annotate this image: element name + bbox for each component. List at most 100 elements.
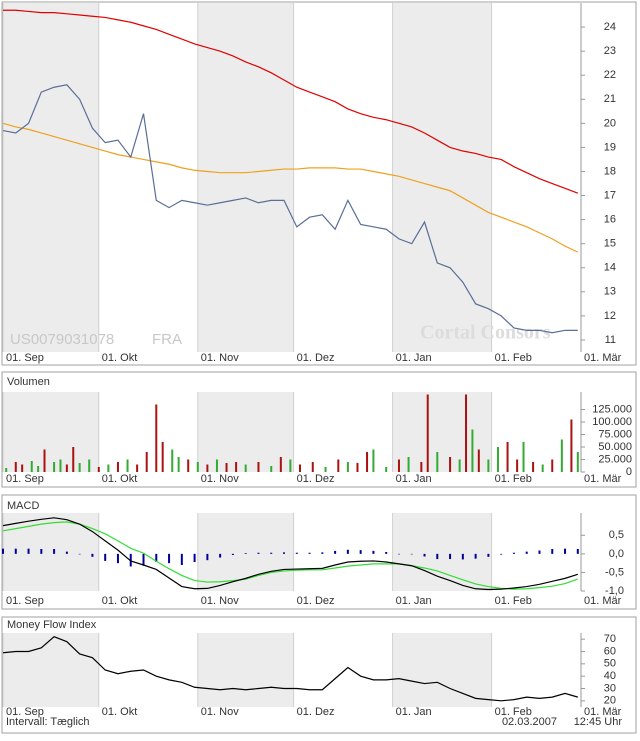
x-tick-label: 01. Dez (297, 595, 335, 607)
y-tick-label: 22 (604, 69, 616, 81)
x-tick-label: 01. Mär (584, 352, 622, 364)
bar (88, 459, 91, 472)
bar (311, 462, 314, 472)
bar (512, 552, 515, 554)
bar (78, 463, 81, 472)
panel-frame (1, 494, 637, 610)
panel-title: MACD (7, 500, 39, 512)
bar (496, 447, 499, 472)
bar (215, 459, 218, 472)
bar (420, 462, 423, 472)
bar (53, 462, 56, 472)
bar (193, 553, 196, 563)
bar (289, 459, 292, 472)
bar (337, 459, 340, 472)
y-tick-label: 100.000 (592, 416, 632, 428)
y-tick-label: 25.000 (598, 453, 632, 465)
bar (180, 553, 183, 565)
bar (516, 459, 519, 472)
bar (423, 553, 426, 557)
bar (65, 551, 68, 554)
bar (14, 548, 17, 554)
bar (225, 463, 228, 472)
bar (136, 464, 139, 472)
bar (21, 464, 24, 472)
bar (407, 457, 410, 472)
bar (59, 459, 62, 472)
bar (161, 442, 164, 472)
bar (206, 464, 209, 472)
panel: 01. Sep 01. Okt 01. Nov 01. Dez 01. Jan 01. F… (1, 616, 637, 734)
bar (187, 459, 190, 472)
bar (570, 419, 573, 472)
bar (231, 553, 234, 555)
bar (14, 462, 17, 472)
bar (385, 552, 388, 554)
y-tick-label: 30 (604, 682, 616, 694)
x-tick-label: 01. Nov (201, 473, 239, 485)
y-tick-label: 60 (604, 645, 616, 657)
bar (532, 462, 535, 472)
bar (324, 467, 327, 472)
month-band (3, 3, 99, 352)
x-tick-label: 01. Mär (584, 595, 622, 607)
bar (471, 429, 474, 472)
bar (257, 552, 260, 554)
y-tick-label: 14 (604, 262, 616, 274)
month-band (197, 3, 294, 352)
bar (155, 404, 158, 472)
x-tick-label: 01. Feb (495, 352, 532, 364)
y-tick-label: 13 (604, 286, 616, 298)
panel-title: Volumen (7, 376, 50, 388)
bar (145, 452, 148, 472)
bar (525, 551, 528, 554)
bar (436, 452, 439, 472)
bar (196, 462, 199, 472)
bar (244, 464, 247, 472)
bar (298, 464, 301, 472)
bar (283, 552, 286, 554)
month-band (392, 392, 492, 472)
y-tick-label: 24 (604, 21, 616, 33)
x-tick-label: 01. Dez (297, 473, 335, 485)
bar (270, 466, 273, 472)
bar (279, 457, 282, 472)
bar (541, 464, 544, 472)
bar (27, 548, 30, 554)
bar (397, 459, 400, 472)
bar (126, 459, 129, 472)
bar (171, 449, 174, 472)
x-tick-label: 01. Mär (584, 706, 622, 718)
bar (551, 549, 554, 554)
panel-frame (1, 1, 637, 366)
month-band (197, 633, 294, 707)
bar (30, 461, 33, 472)
bar (449, 457, 452, 472)
bar (359, 550, 362, 554)
bar (458, 459, 461, 472)
x-tick-label: 01. Okt (102, 352, 137, 364)
y-tick-label: 50 (604, 658, 616, 670)
bar (372, 449, 375, 472)
y-tick-label: 21 (604, 93, 616, 105)
bar (270, 552, 273, 554)
y-tick-label: 16 (604, 214, 616, 226)
footer-time: 12:45 Uhr (574, 716, 623, 728)
series-line (2, 122, 579, 253)
x-tick-label: 01. Sep (6, 473, 44, 485)
x-tick-label: 01. Sep (6, 595, 44, 607)
bar (538, 550, 541, 554)
bar (244, 553, 247, 554)
bar (168, 553, 171, 564)
bar (449, 553, 452, 560)
bar (37, 466, 40, 472)
y-tick-label: -1,0 (605, 585, 624, 597)
bar (40, 549, 43, 554)
x-tick-label: 01. Nov (201, 595, 239, 607)
bar (346, 462, 349, 472)
bar (72, 447, 75, 472)
bar (576, 549, 579, 554)
month-band (3, 513, 99, 591)
